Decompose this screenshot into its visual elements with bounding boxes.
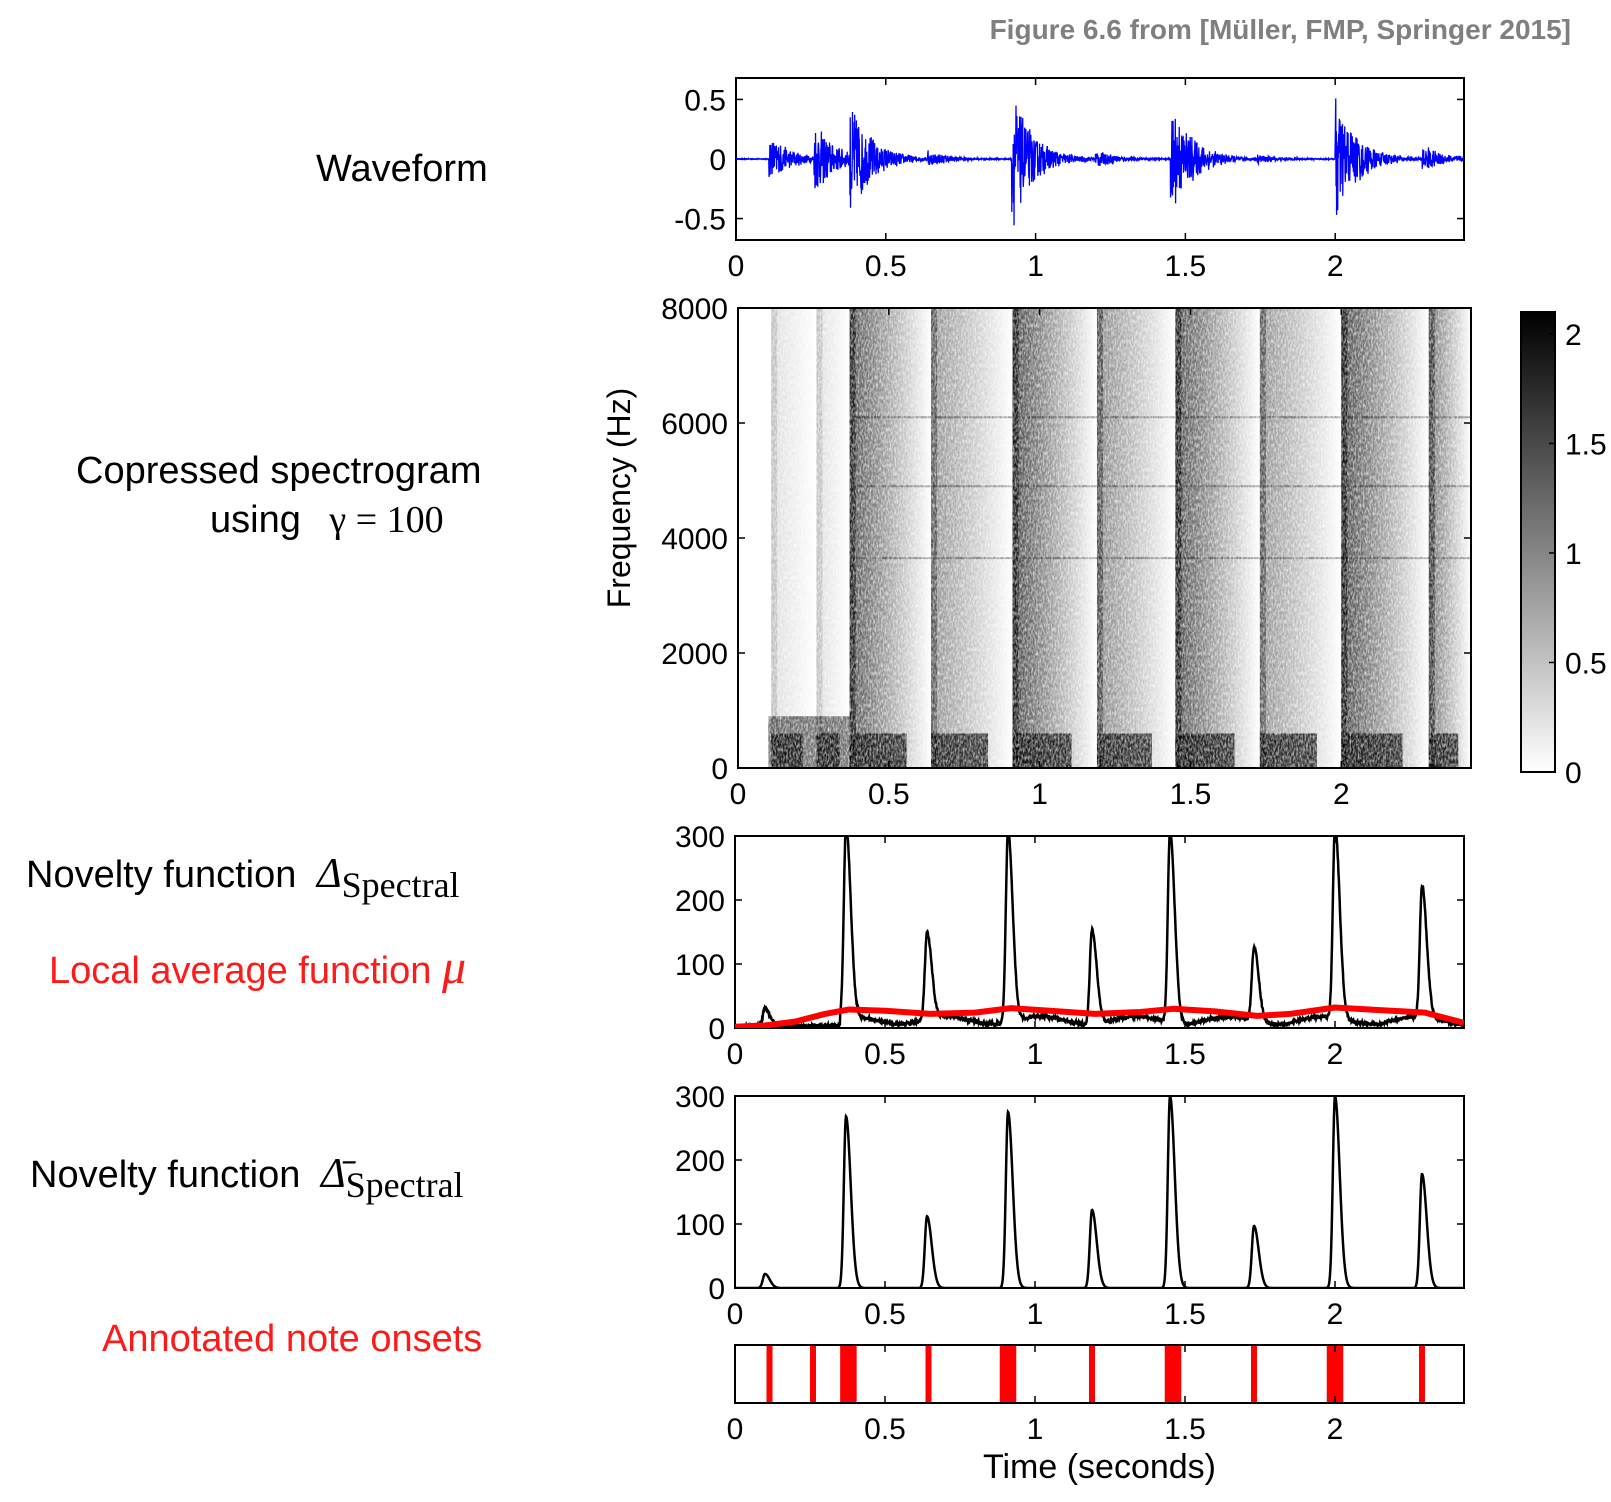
onsets-xtick-label: 0.5 [864,1413,906,1446]
novelty-normalized-xtick-label: 1 [1027,1298,1044,1331]
novelty-frame [734,835,1465,1029]
spectrogram-ylabel: Frequency (Hz) [601,388,637,609]
novelty-xtick-label: 2 [1327,1038,1344,1071]
colorbar-tick-label: 2 [1565,319,1582,352]
novelty-normalized-ytick-label: 0 [708,1273,725,1306]
waveform-line [736,98,1464,226]
novelty-ytick-label: 100 [675,949,725,982]
spectrogram-xtick-label: 1.5 [1170,778,1212,811]
novelty-ytick-label: 200 [675,885,725,918]
waveform-ytick-label: 0.5 [684,84,726,117]
spectrogram-xtick-label: 2 [1333,778,1350,811]
onsets-label: Annotated note onsets [102,1318,483,1360]
spectrogram-label-using: using [210,499,301,541]
novelty-axes: 0 0.5 1 1.5 2 300 200 100 0 [675,821,1465,1071]
colorbar: 2 1.5 1 0.5 0 [1520,311,1607,790]
novelty-symbol: ΔSpectral [316,851,460,905]
onset-bar [766,1345,773,1403]
colorbar-gradient [1520,311,1556,773]
colorbar-tick-label: 1.5 [1565,428,1607,461]
novelty-xtick-label: 1 [1027,1038,1044,1071]
mu-symbol: μ [441,941,467,994]
onset-bar [925,1345,932,1403]
waveform-ytick-label: -0.5 [674,204,726,237]
novelty2-subscript: Spectral [345,1165,464,1205]
onsets-xtick-label: 2 [1327,1413,1344,1446]
onset-bar [1251,1345,1257,1403]
novelty-normalized-xtick-label: 1.5 [1164,1298,1206,1331]
spectrogram-noise-texture [738,308,1471,768]
colorbar-tick-label: 0 [1565,757,1582,790]
spectrogram-image [738,308,1471,768]
waveform-xtick-label: 1.5 [1165,250,1207,283]
novelty-line [735,836,1464,1028]
novelty-delta: Δ [316,851,342,897]
novelty-normalized-axes: 0 0.5 1 1.5 2 300 200 100 0 [675,1081,1465,1331]
novelty-label: Novelty function ΔSpectral [26,850,460,906]
novelty-subscript: Spectral [341,865,460,905]
novelty-normalized-ytick-label: 200 [675,1145,725,1178]
spectrogram-ytick-label: 2000 [661,638,728,671]
novelty-ytick-label: 0 [708,1013,725,1046]
onsets-xtick-label: 1.5 [1164,1413,1206,1446]
novelty-normalized-xtick-label: 0 [727,1298,744,1331]
local-average-label: Local average function μ [49,940,466,995]
local-average-line [735,1004,1464,1028]
spectrogram-xtick-label: 1 [1031,778,1048,811]
spectrogram-xtick-label: 0 [730,778,747,811]
onsets-plot [766,1345,1425,1403]
onsets-xlabel: Time (seconds) [983,1448,1216,1486]
spectrogram-silence [738,664,769,768]
spectrogram-axes: 0 0.5 1 1.5 2 8000 6000 4000 2000 0 [661,293,1472,811]
colorbar-tick-label: 1 [1565,538,1582,571]
onset-bar [1164,1345,1182,1403]
spectrogram-ytick-label: 8000 [661,293,728,326]
novelty-xtick-label: 0 [727,1038,744,1071]
novelty-normalized-line [735,1096,1464,1288]
spectrogram-ytick-label: 4000 [661,523,728,556]
novelty-plot [735,836,1464,1028]
novelty2-symbol: Δ̄Spectral [320,1151,464,1205]
local-average-text: Local average function [49,950,432,992]
waveform-xtick-label: 0 [728,250,745,283]
novelty-label-text: Novelty function [26,854,297,896]
spectrogram-ytick-label: 0 [711,753,728,786]
novelty2-delta-bar: Δ̄ [320,1151,346,1197]
novelty-normalized-xtick-label: 0.5 [864,1298,906,1331]
onset-bar [1419,1345,1425,1403]
onsets-xtick-label: 1 [1027,1413,1044,1446]
onset-bar [1326,1345,1344,1403]
spectrogram-xtick-label: 0.5 [868,778,910,811]
novelty-xtick-label: 1.5 [1164,1038,1206,1071]
novelty-normalized-xtick-label: 2 [1327,1298,1344,1331]
novelty-ytick-label: 300 [675,821,725,854]
waveform-xtick-label: 2 [1327,250,1344,283]
onset-bar [840,1345,857,1403]
novelty-normalized-ytick-label: 100 [675,1209,725,1242]
waveform-plot [736,98,1464,226]
onset-bar [1089,1345,1095,1403]
gamma-value: γ = 100 [329,499,444,541]
waveform-ytick-label: 0 [709,144,726,177]
novelty2-label: Novelty function Δ̄Spectral [30,1150,464,1206]
onset-bar [999,1345,1017,1403]
onsets-xtick-label: 0 [727,1413,744,1446]
spectrogram-ytick-label: 6000 [661,408,728,441]
onsets-axes: 0 0.5 1 1.5 2 [727,1344,1465,1446]
onset-bar [810,1345,816,1403]
colorbar-tick-label: 0.5 [1565,647,1607,680]
onsets-frame [734,1344,1465,1404]
waveform-xtick-label: 1 [1027,250,1044,283]
figure-credit: Figure 6.6 from [Müller, FMP, Springer 2… [989,14,1571,45]
novelty-normalized-frame [734,1095,1465,1289]
novelty-normalized-plot [735,1096,1464,1288]
novelty-normalized-ytick-label: 300 [675,1081,725,1114]
spectrogram-label-line1: Copressed spectrogram [76,450,482,492]
spectrogram-label-line2: using γ = 100 [210,498,444,542]
novelty2-label-text: Novelty function [30,1154,301,1196]
novelty-xtick-label: 0.5 [864,1038,906,1071]
waveform-label: Waveform [316,148,488,190]
waveform-xtick-label: 0.5 [865,250,907,283]
